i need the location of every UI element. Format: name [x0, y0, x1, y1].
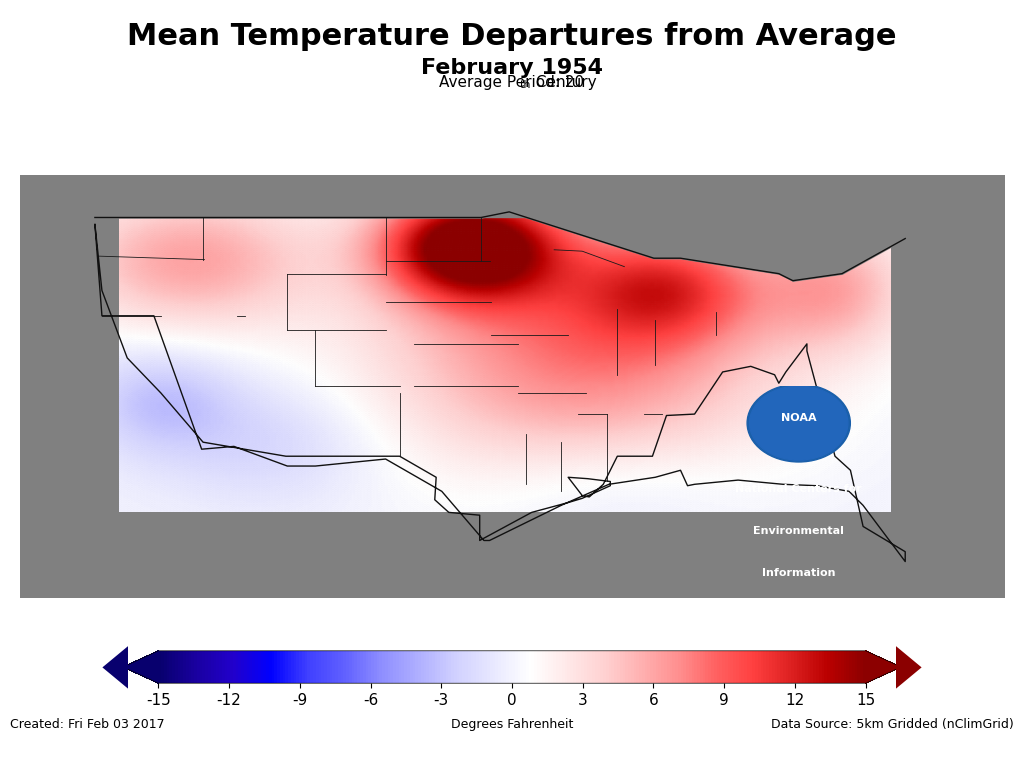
Text: Mean Temperature Departures from Average: Mean Temperature Departures from Average	[127, 22, 897, 51]
Text: Created: Fri Feb 03 2017: Created: Fri Feb 03 2017	[10, 718, 165, 731]
PathPatch shape	[865, 651, 901, 683]
Text: Information: Information	[762, 568, 836, 577]
Bar	[20, 175, 1004, 204]
Bar	[891, 175, 1004, 597]
Text: th: th	[520, 80, 531, 90]
Polygon shape	[102, 646, 128, 689]
Text: NOAA: NOAA	[781, 414, 816, 423]
Text: Century: Century	[531, 76, 597, 90]
Polygon shape	[896, 646, 922, 689]
Text: Average Period: 20: Average Period: 20	[439, 76, 585, 90]
Bar	[20, 513, 1004, 597]
Text: Degrees Fahrenheit: Degrees Fahrenheit	[451, 718, 573, 731]
Circle shape	[748, 384, 850, 462]
Text: Data Source: 5km Gridded (nClimGrid): Data Source: 5km Gridded (nClimGrid)	[771, 718, 1014, 731]
PathPatch shape	[123, 651, 159, 683]
Text: February 1954: February 1954	[421, 58, 603, 78]
Bar	[20, 175, 119, 597]
Text: National Centers for: National Centers for	[735, 485, 862, 494]
Circle shape	[750, 386, 848, 460]
Text: Environmental: Environmental	[754, 527, 844, 536]
